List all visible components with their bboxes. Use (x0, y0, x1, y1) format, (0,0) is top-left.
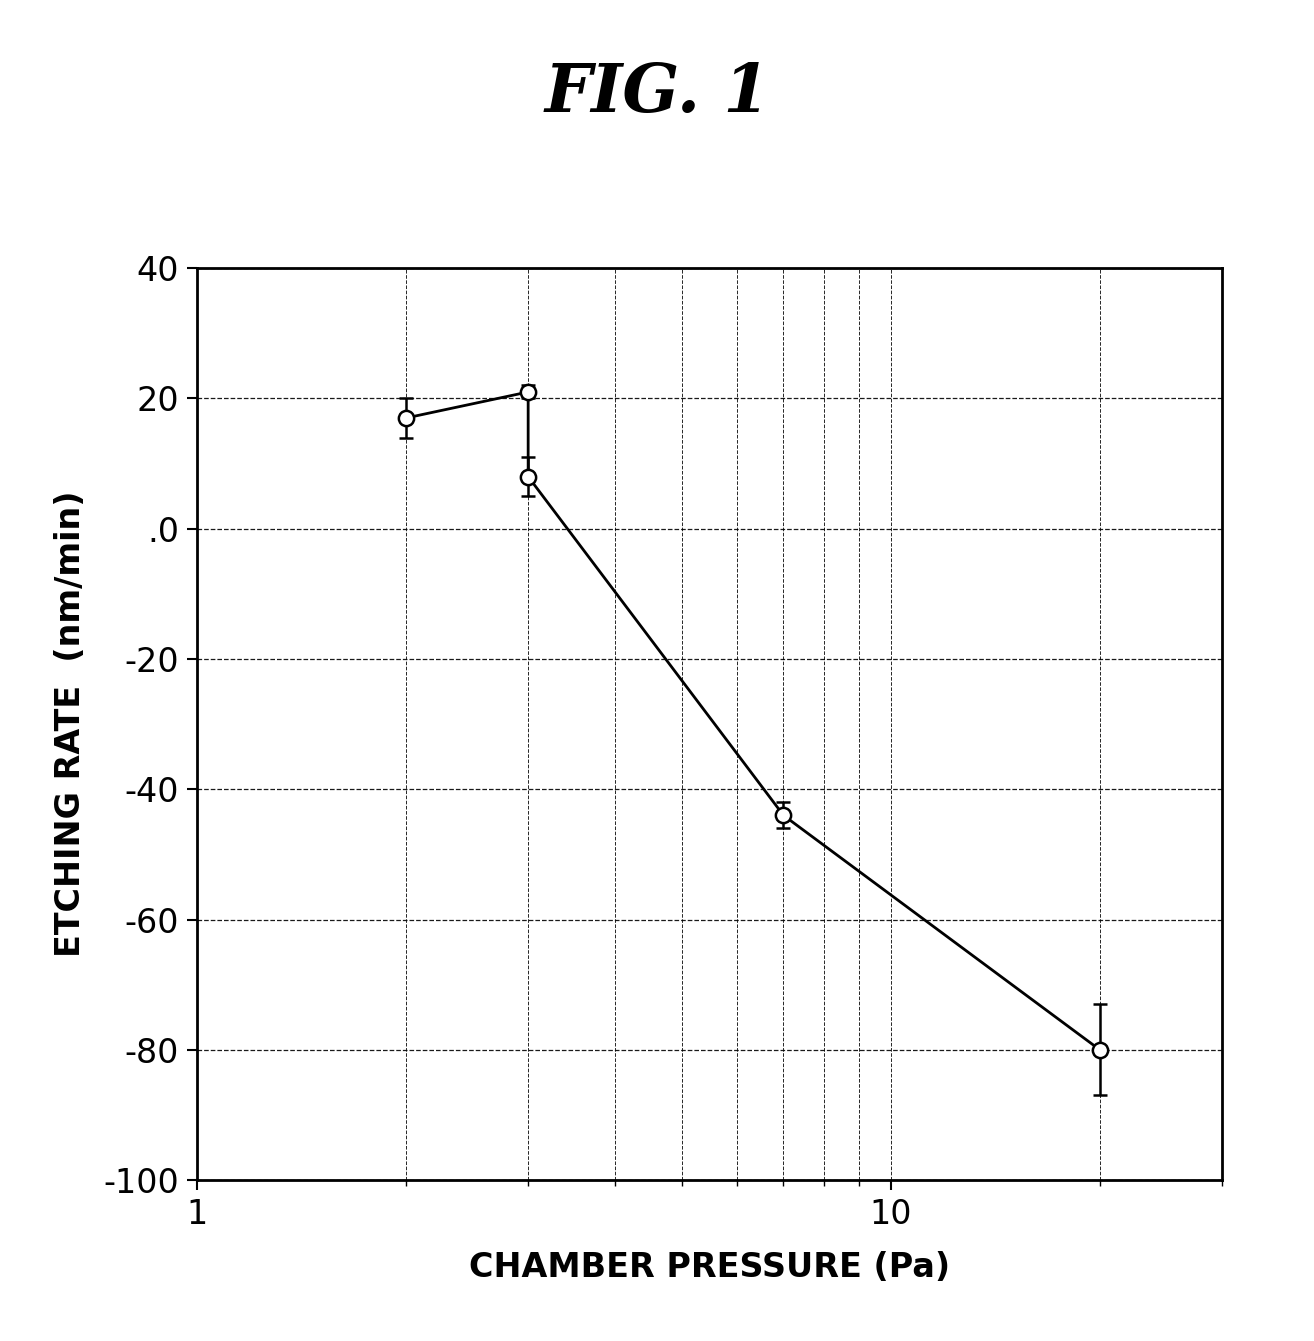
Y-axis label: ETCHING RATE  (nm/min): ETCHING RATE (nm/min) (54, 491, 87, 957)
Text: FIG. 1: FIG. 1 (544, 62, 770, 126)
X-axis label: CHAMBER PRESSURE (Pa): CHAMBER PRESSURE (Pa) (469, 1251, 950, 1283)
